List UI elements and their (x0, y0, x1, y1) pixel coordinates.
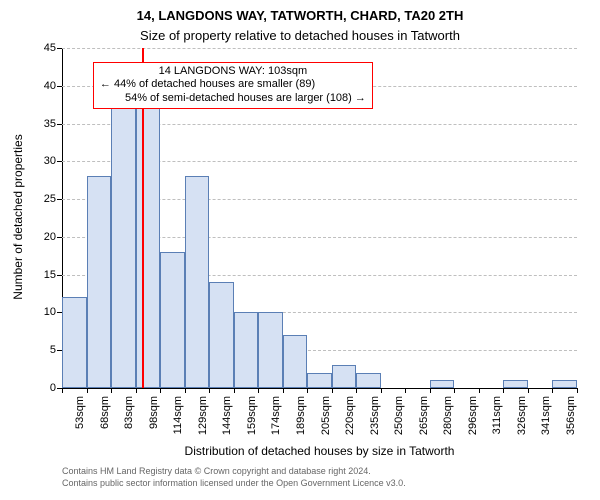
xtick-mark (111, 388, 112, 393)
xtick-label: 114sqm (172, 396, 184, 446)
histogram-bar (503, 380, 528, 388)
xtick-mark (528, 388, 529, 393)
ytick-label: 5 (30, 344, 56, 356)
footer-line1: Contains HM Land Registry data © Crown c… (62, 466, 406, 478)
xtick-mark (258, 388, 259, 393)
y-axis-label: Number of detached properties (11, 47, 25, 387)
ytick-label: 25 (30, 193, 56, 205)
xtick-mark (185, 388, 186, 393)
chart-title-main: 14, LANGDONS WAY, TATWORTH, CHARD, TA20 … (0, 8, 600, 23)
histogram-bar (111, 108, 136, 388)
xtick-label: 235sqm (369, 396, 381, 446)
xtick-mark (577, 388, 578, 393)
xtick-label: 144sqm (221, 396, 233, 446)
xtick-mark (405, 388, 406, 393)
xtick-mark (552, 388, 553, 393)
histogram-bar (136, 108, 161, 388)
x-axis-label: Distribution of detached houses by size … (62, 444, 577, 458)
ytick-label: 15 (30, 269, 56, 281)
xtick-mark (62, 388, 63, 393)
xtick-mark (87, 388, 88, 393)
chart-title-sub: Size of property relative to detached ho… (0, 28, 600, 43)
xtick-label: 311sqm (491, 396, 503, 446)
xtick-mark (503, 388, 504, 393)
xtick-mark (160, 388, 161, 393)
xtick-label: 205sqm (320, 396, 332, 446)
histogram-bar (160, 252, 185, 388)
xtick-label: 250sqm (393, 396, 405, 446)
xtick-label: 326sqm (516, 396, 528, 446)
xtick-label: 83sqm (123, 396, 135, 446)
grid-line (62, 48, 577, 49)
histogram-bar (62, 297, 87, 388)
histogram-bar (552, 380, 577, 388)
xtick-label: 296sqm (467, 396, 479, 446)
histogram-bar (356, 373, 381, 388)
callout-box: 14 LANGDONS WAY: 103sqm← 44% of detached… (93, 62, 373, 109)
xtick-mark (454, 388, 455, 393)
histogram-bar (185, 176, 210, 388)
xtick-mark (136, 388, 137, 393)
xtick-mark (234, 388, 235, 393)
callout-line-3: 54% of semi-detached houses are larger (… (100, 92, 366, 106)
histogram-bar (87, 176, 112, 388)
xtick-label: 174sqm (270, 396, 282, 446)
histogram-bar (430, 380, 455, 388)
xtick-mark (283, 388, 284, 393)
xtick-label: 341sqm (540, 396, 552, 446)
xtick-mark (307, 388, 308, 393)
xtick-label: 53sqm (74, 396, 86, 446)
histogram-bar (307, 373, 332, 388)
ytick-label: 10 (30, 306, 56, 318)
xtick-label: 129sqm (197, 396, 209, 446)
footer-line2: Contains public sector information licen… (62, 478, 406, 490)
ytick-label: 40 (30, 80, 56, 92)
xtick-label: 265sqm (418, 396, 430, 446)
xtick-mark (479, 388, 480, 393)
xtick-label: 159sqm (246, 396, 258, 446)
callout-line-1: 14 LANGDONS WAY: 103sqm (100, 65, 366, 79)
ytick-label: 45 (30, 42, 56, 54)
xtick-label: 189sqm (295, 396, 307, 446)
ytick-label: 20 (30, 231, 56, 243)
histogram-bar (234, 312, 259, 388)
histogram-bar (332, 365, 357, 388)
chart-container: { "titles": { "line1": "14, LANGDONS WAY… (0, 0, 600, 500)
xtick-label: 356sqm (565, 396, 577, 446)
footer-attribution: Contains HM Land Registry data © Crown c… (62, 466, 406, 489)
histogram-bar (258, 312, 283, 388)
xtick-label: 68sqm (99, 396, 111, 446)
xtick-mark (381, 388, 382, 393)
xtick-mark (356, 388, 357, 393)
xtick-label: 98sqm (148, 396, 160, 446)
histogram-bar (209, 282, 234, 388)
histogram-bar (283, 335, 308, 388)
xtick-mark (332, 388, 333, 393)
xtick-mark (209, 388, 210, 393)
xtick-mark (430, 388, 431, 393)
ytick-label: 35 (30, 118, 56, 130)
xtick-label: 280sqm (442, 396, 454, 446)
ytick-label: 30 (30, 155, 56, 167)
ytick-label: 0 (30, 382, 56, 394)
xtick-label: 220sqm (344, 396, 356, 446)
callout-line-2: ← 44% of detached houses are smaller (89… (100, 78, 366, 92)
